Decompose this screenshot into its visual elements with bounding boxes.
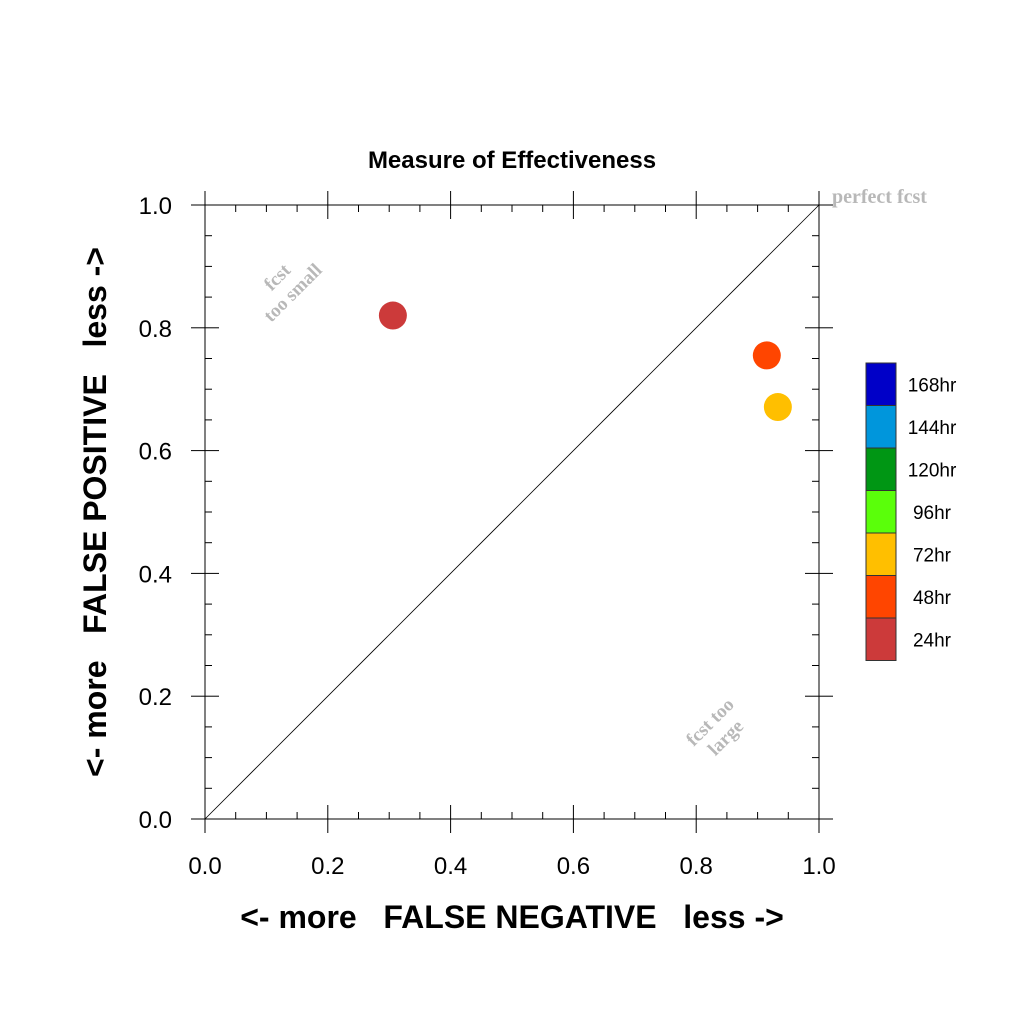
perfect-forecast-diagonal [204,204,820,820]
annotations: perfect fcst fcst too small fcst too lar… [260,186,927,760]
y-tick-label: 0.2 [139,684,172,711]
legend-swatch-120hr [865,447,897,491]
y-tick-label: 0.8 [139,316,172,343]
data-points [378,301,792,422]
x-tick-label: 0.2 [311,853,344,880]
legend-swatch-48hr [865,575,897,619]
data-point-48hr [752,341,781,370]
annotation-fcst-too-small: fcst too small [260,260,327,327]
legend-label-168hr: 168hr [908,375,957,396]
x-tick-label: 0.4 [434,853,467,880]
y-tick-label: 1.0 [139,193,172,220]
data-point-24hr [378,301,407,330]
legend-label-72hr: 72hr [913,545,952,566]
x-tick-label: 0.6 [557,853,590,880]
chart-title: Measure of Effectiveness [368,147,656,174]
y-tick-label: 0.0 [139,807,172,834]
annotation-fcst-too-large: fcst too large [682,694,748,760]
x-axis-label: <- more FALSE NEGATIVE less -> [240,899,784,935]
x-tick-label: 1.0 [802,853,835,880]
legend-label-96hr: 96hr [913,503,952,524]
annotation-perfect-fcst: perfect fcst [832,186,927,208]
x-tick-label: 0.8 [680,853,713,880]
y-tick-label: 0.6 [139,439,172,466]
y-tick-label: 0.4 [139,561,172,588]
data-point-72hr [763,393,792,422]
legend-swatch-24hr [865,617,897,661]
axis-tick-labels: 0.0 0.2 0.4 0.6 0.8 1.0 0.0 0.2 0.4 0.6 0.8 1.0 [139,193,836,880]
axis-ticks [191,191,833,833]
legend-swatch-168hr [865,362,897,406]
x-tick-label: 0.0 [188,853,221,880]
legend-swatch-72hr [865,532,897,576]
legend: 168hr 144hr 120hr 96hr 72hr 48hr 24hr [865,362,957,661]
legend-swatch-144hr [865,405,897,449]
legend-label-24hr: 24hr [913,630,952,651]
legend-label-144hr: 144hr [908,418,957,439]
legend-label-48hr: 48hr [913,588,952,609]
legend-label-120hr: 120hr [908,460,957,481]
legend-swatch-96hr [865,490,897,534]
y-axis-label: <- more FALSE POSITIVE less -> [77,247,113,777]
